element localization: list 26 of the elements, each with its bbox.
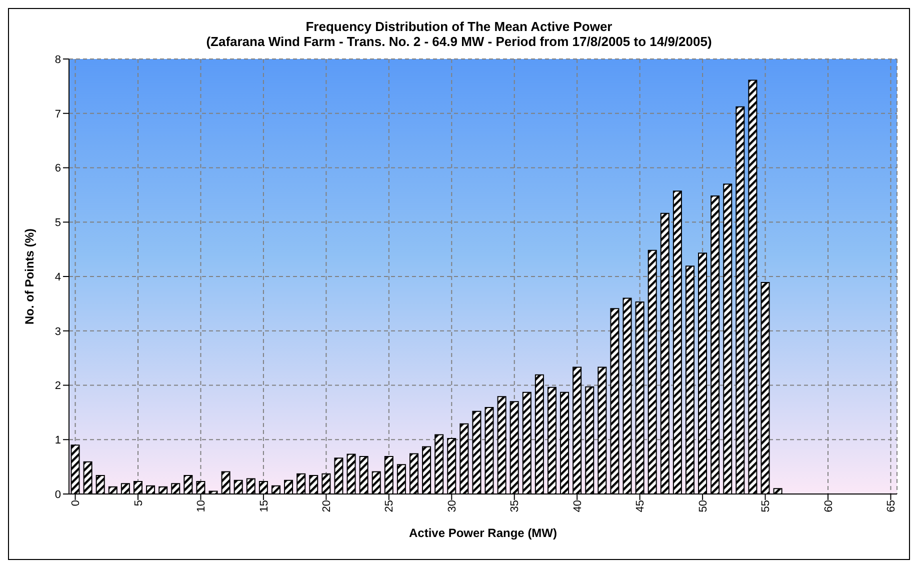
y-tick-label: 2: [54, 380, 61, 392]
x-tick-label: 50: [697, 500, 710, 512]
x-tick-label: 40: [572, 500, 584, 512]
y-tick-label: 8: [54, 54, 61, 66]
y-axis-title: No. of Points (%): [22, 228, 36, 324]
x-tick-label: 30: [446, 500, 458, 512]
x-tick-label: 10: [196, 500, 208, 512]
x-tick-label: 20: [320, 500, 333, 512]
x-tick-label: 45: [634, 500, 647, 512]
chart-title: Frequency Distribution of The Mean Active Power: [304, 19, 614, 34]
y-tick-label: 1: [54, 434, 61, 447]
y-tick-label: 5: [54, 217, 61, 230]
x-tick-label: 5: [132, 500, 145, 506]
y-tick-label: 3: [54, 326, 61, 338]
y-tick-label: 7: [54, 108, 61, 120]
x-axis-title: Active Power Range (MW): [408, 526, 558, 540]
x-tick-label: 65: [886, 500, 898, 512]
chart-subtitle: (Zafarana Wind Farm - Trans. No. 2 - 64.9 MW - Period from 17/8/2005 to 14/9/2005): [205, 34, 713, 49]
x-tick-label: 25: [384, 500, 396, 512]
y-tick-label: 4: [54, 271, 61, 284]
x-tick-label: 35: [509, 500, 522, 512]
y-tick-label: 6: [54, 162, 61, 175]
x-tick-label: 55: [760, 500, 772, 512]
x-tick-label: 60: [822, 500, 835, 512]
x-tick-label: 0: [70, 500, 82, 506]
x-tick-label: 15: [258, 500, 270, 512]
